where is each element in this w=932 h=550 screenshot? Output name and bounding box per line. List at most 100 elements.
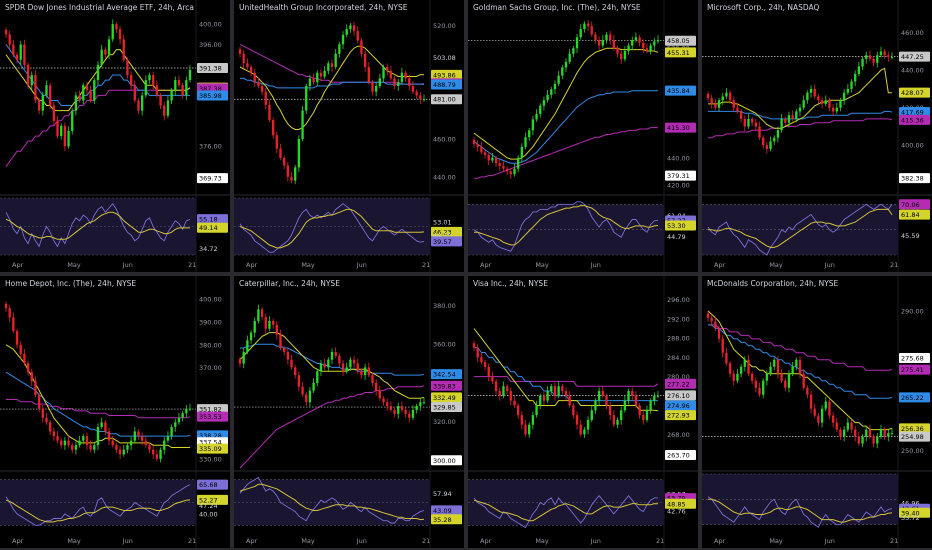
svg-text:493.86: 493.86 — [433, 71, 456, 79]
candle — [78, 440, 81, 446]
candle — [876, 436, 879, 444]
rsi-signal-line — [708, 498, 893, 523]
candle — [550, 386, 553, 392]
candle — [806, 92, 809, 101]
chart-panel-8[interactable]: 250.00 290.00 275.68 275.41 265.22 256.36 254.… — [702, 276, 932, 548]
candle — [330, 63, 334, 68]
chart-title: Goldman Sachs Group, Inc. (The), 24h, NY… — [473, 3, 641, 12]
candle — [85, 85, 89, 91]
candle — [301, 386, 304, 395]
candle — [813, 88, 816, 97]
rsi-line — [5, 484, 191, 526]
candle — [48, 85, 52, 106]
candle — [714, 321, 717, 329]
chart-panel-7[interactable]: 268.00 280.00 284.00 288.00 292.00 296.00 277.… — [468, 276, 698, 548]
chart-panel-6[interactable]: 300.00320.00340.00360.00380.00342.54339.… — [234, 276, 464, 548]
candle — [400, 406, 404, 410]
candle — [502, 386, 505, 396]
candle — [620, 410, 623, 420]
rsi-tag-rsi_signal: 39.40 — [899, 507, 930, 518]
candle — [93, 80, 96, 101]
price-tag-sma_short: 493.86 — [431, 69, 462, 80]
price-tag-sma_short: 455.31 — [665, 47, 696, 58]
candle — [137, 431, 140, 437]
x-tick-label: 21 — [890, 537, 898, 545]
candle — [37, 100, 41, 111]
candle — [546, 391, 549, 401]
candle — [82, 85, 85, 101]
chart-panel-1[interactable]: 376.00396.00400.00391.38387.53387.38385.… — [0, 0, 230, 272]
chart-panel-4[interactable]: 400.00420.00440.00460.00447.25428.07417.… — [702, 0, 932, 272]
svg-text:503.08: 503.08 — [433, 54, 456, 62]
y-tick-label: 390.00 — [199, 318, 222, 326]
candle — [717, 100, 721, 108]
candle — [19, 344, 22, 354]
candle — [550, 89, 553, 95]
candle — [282, 348, 286, 352]
candle — [586, 419, 590, 430]
candle — [378, 78, 382, 86]
candle — [494, 381, 498, 392]
candle — [386, 402, 389, 407]
rsi-tag-sma_long: 70.06 — [899, 199, 930, 210]
candle — [762, 137, 765, 146]
candle — [820, 408, 824, 423]
price-tag-sma_white: 275.68 — [899, 353, 930, 364]
price-tag-sma_mid: 417.69 — [899, 107, 930, 118]
price-tag-last: 447.25 — [899, 51, 930, 62]
candle — [539, 395, 542, 406]
candle — [89, 90, 92, 101]
candle — [762, 380, 765, 395]
y-tick-label: 460.00 — [901, 29, 924, 37]
candle — [367, 367, 370, 376]
svg-text:46.23: 46.23 — [433, 228, 452, 236]
sma-long-line — [474, 127, 658, 179]
candle — [754, 380, 758, 388]
rsi-tag-rsi_line: 39.57 — [431, 236, 462, 247]
candle — [579, 424, 582, 435]
svg-text:332.49: 332.49 — [433, 394, 456, 402]
candle — [828, 401, 831, 416]
y-tick-label: 396.00 — [199, 41, 222, 49]
candle — [188, 69, 192, 81]
candle — [750, 118, 754, 123]
rsi-tag-plain: 42.76 — [667, 507, 686, 515]
candle — [758, 126, 761, 138]
candle — [725, 352, 728, 364]
candle — [513, 400, 516, 406]
candle — [480, 146, 483, 153]
candle — [780, 373, 783, 381]
candle — [363, 53, 367, 68]
svg-text:46.96: 46.96 — [901, 500, 920, 508]
x-tick-label: 21 — [890, 261, 898, 269]
candle — [594, 34, 597, 41]
candle — [835, 107, 838, 112]
candle — [93, 445, 96, 450]
chart-panel-5[interactable]: 330.00 370.00 380.00 390.00 400.00 351.82 353.… — [0, 276, 230, 548]
rsi-tag-plain: 44.15 — [433, 231, 452, 239]
price-tag-sma_white: 263.70 — [665, 450, 696, 461]
candle — [483, 362, 487, 367]
price-tag-plain_white: 300.00 — [431, 455, 462, 466]
candle — [67, 130, 70, 147]
candle — [323, 363, 326, 368]
y-tick-label: 290.00 — [901, 307, 924, 315]
chart-panel-2[interactable]: 440.00460.00520.00503.08493.86489.34488.… — [234, 0, 464, 272]
candle — [645, 48, 649, 51]
x-tick-label: May — [67, 537, 81, 545]
chart-svg: 420.00440.00520.00458.05455.31435.84415.… — [468, 0, 698, 272]
svg-text:53.01: 53.01 — [433, 219, 452, 227]
chart-panel-3[interactable]: 420.00440.00520.00458.05455.31435.84415.… — [468, 0, 698, 272]
candle — [30, 372, 33, 382]
price-tag-sma_mid: 435.84 — [665, 85, 696, 96]
candle — [516, 157, 520, 169]
svg-text:379.31: 379.31 — [667, 172, 690, 180]
candle — [260, 85, 264, 92]
candle — [542, 395, 546, 401]
candle — [780, 118, 783, 131]
candle — [498, 163, 501, 166]
svg-text:265.22: 265.22 — [901, 394, 924, 402]
candle — [747, 118, 750, 127]
candle — [710, 317, 713, 322]
candle — [115, 24, 118, 30]
